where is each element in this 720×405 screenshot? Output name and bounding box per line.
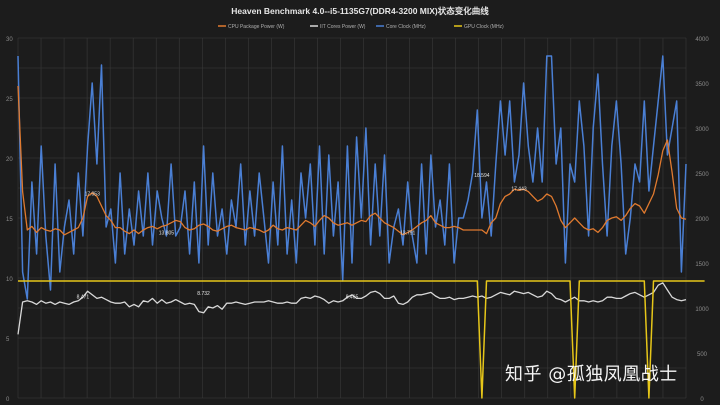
data-label: 17.053 <box>85 191 101 197</box>
legend-label: IIT Cores Power (W) <box>320 24 366 30</box>
data-label: 18.594 <box>474 173 490 179</box>
right-axis-tick-label: 1500 <box>695 262 709 268</box>
annotation-layer: 17.053 13.805 8.471 8.732 8.465 13.791 18.594 1… <box>77 173 527 301</box>
series-layer <box>17 55 705 399</box>
data-label: 13.791 <box>400 231 416 237</box>
right-axis-tick-label: 2000 <box>695 217 709 223</box>
data-label: 13.805 <box>159 230 175 236</box>
series-line <box>17 282 687 335</box>
right-axis-tick-label: 500 <box>697 352 708 358</box>
right-axis-tick-label: 0 <box>700 397 704 403</box>
right-axis: 0 500 1000 1500 2000 2500 3000 3500 4000 <box>695 37 709 403</box>
series-line <box>17 55 687 300</box>
right-axis-tick-label: 2500 <box>695 172 709 178</box>
right-axis-tick-label: 4000 <box>695 37 709 43</box>
legend-label: CPU Package Power (W) <box>228 24 285 30</box>
data-label: 8.465 <box>346 294 359 300</box>
right-axis-tick-label: 1000 <box>695 307 709 313</box>
left-axis-tick-label: 20 <box>6 157 13 163</box>
left-axis-tick-label: 15 <box>6 217 13 223</box>
left-axis-tick-label: 25 <box>6 97 13 103</box>
series-line <box>18 280 705 399</box>
series-line <box>17 85 687 236</box>
left-axis-tick-label: 0 <box>6 397 10 403</box>
data-label: 8.471 <box>77 294 90 300</box>
right-axis-tick-label: 3000 <box>695 127 709 133</box>
chart-title: Heaven Benchmark 4.0--i5-1135G7(DDR4-320… <box>231 6 489 16</box>
left-axis: 0 5 10 15 20 25 30 <box>6 37 13 403</box>
left-axis-tick-label: 10 <box>6 277 13 283</box>
left-axis-tick-label: 5 <box>6 337 10 343</box>
watermark: 知乎 @孤独凤凰战士 <box>505 364 678 385</box>
data-label: 8.732 <box>197 291 210 297</box>
left-axis-tick-label: 30 <box>6 37 13 43</box>
right-axis-tick-label: 3500 <box>695 82 709 88</box>
data-label: 17.443 <box>511 187 527 193</box>
legend-label: GPU Clock (MHz) <box>464 24 504 30</box>
legend-label: Core Clock (MHz) <box>386 24 426 30</box>
legend: CPU Package Power (W) IIT Cores Power (W)… <box>218 24 504 30</box>
